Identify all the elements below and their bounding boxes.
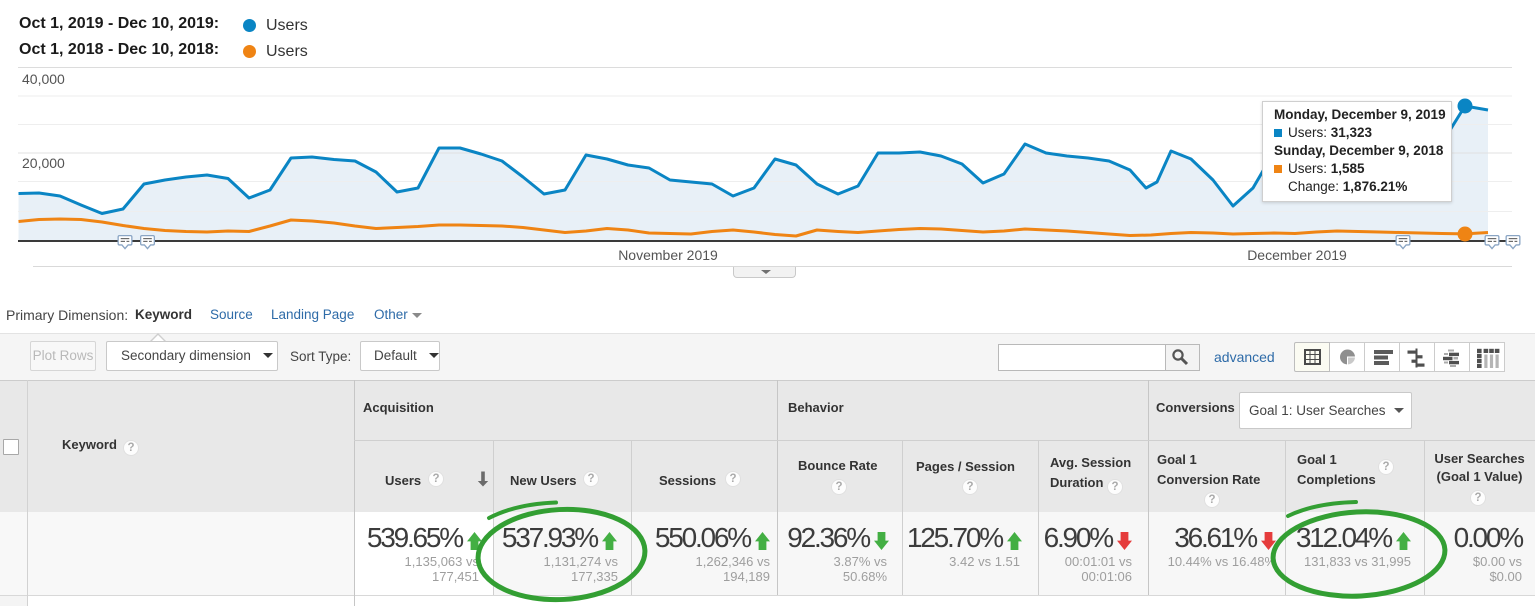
svg-text:December 2019: December 2019 <box>1247 247 1347 263</box>
svg-text:40,000: 40,000 <box>22 71 65 87</box>
svg-text:20,000: 20,000 <box>22 155 65 171</box>
svg-text:November 2019: November 2019 <box>618 247 718 263</box>
